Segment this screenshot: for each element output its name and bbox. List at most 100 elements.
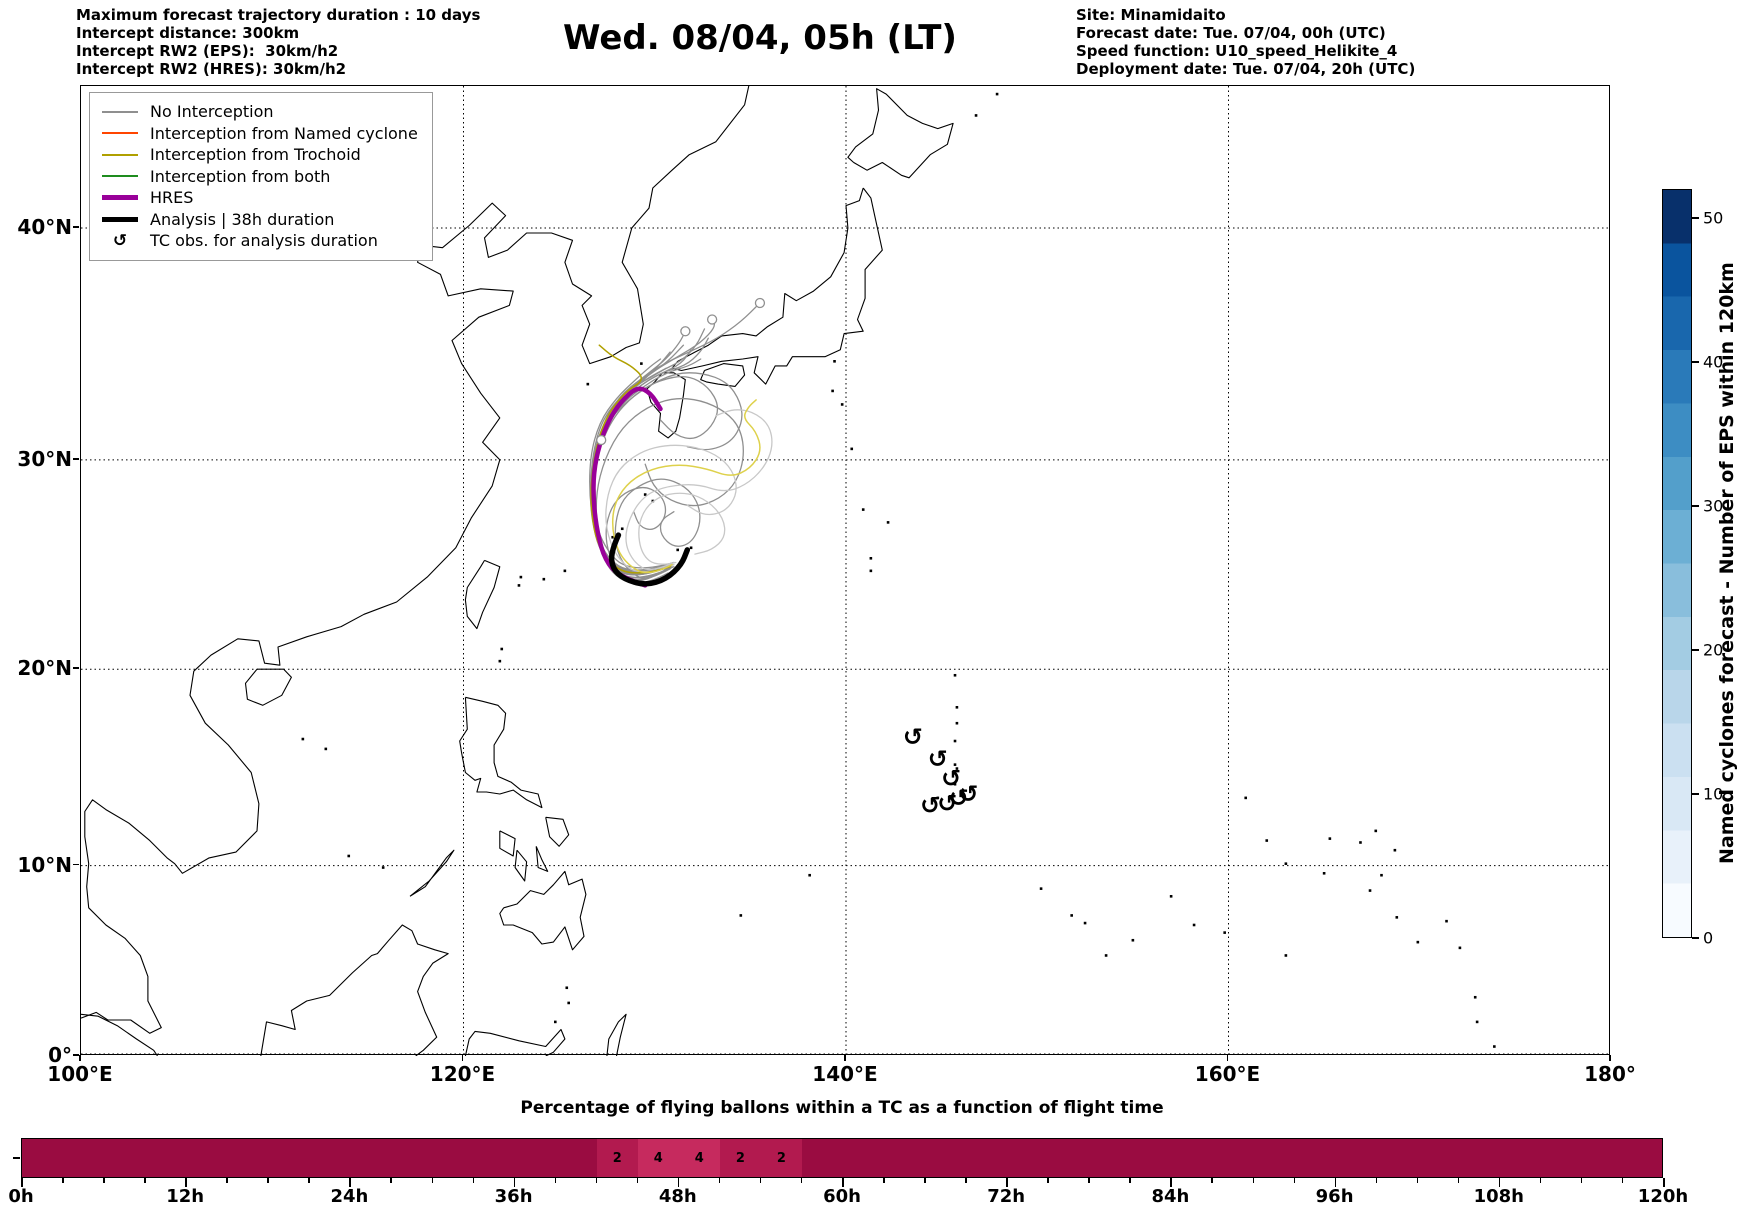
legend-item-label: Interception from both xyxy=(150,166,331,186)
latitude-tick-label: 40°N xyxy=(17,215,72,240)
coastline xyxy=(646,372,686,439)
island-dot xyxy=(936,796,940,800)
colorbar-tick xyxy=(1692,361,1699,363)
tc-obs-icon: ↺ xyxy=(941,764,961,792)
colorbar xyxy=(1662,189,1692,938)
coastline xyxy=(464,1028,566,1056)
strip-minor-tick xyxy=(390,1178,392,1183)
island-dot xyxy=(620,527,624,531)
strip-minor-tick xyxy=(883,1178,885,1183)
coastline xyxy=(514,849,528,882)
colorbar-tick-label: 10 xyxy=(1703,784,1724,804)
strip-minor-tick xyxy=(1375,1178,1378,1183)
island-dot xyxy=(1395,916,1399,919)
strip-segment: 4 xyxy=(678,1139,720,1177)
island-dot xyxy=(955,706,959,709)
island-dot xyxy=(676,548,679,552)
strip-minor-tick xyxy=(965,1178,967,1183)
latitude-tick xyxy=(73,226,79,228)
legend-item: Analysis | 38h duration xyxy=(102,209,418,231)
island-dot xyxy=(955,767,959,770)
strip-minor-tick xyxy=(1621,1178,1624,1183)
header-line: Site: Minamidaito xyxy=(1076,6,1226,24)
island-dot xyxy=(347,854,351,858)
legend-line-swatch xyxy=(102,195,138,201)
island-dot xyxy=(689,546,693,550)
island-dot xyxy=(586,382,590,386)
legend-item: ↺ TC obs. for analysis duration xyxy=(102,230,418,252)
strip-minor-tick xyxy=(554,1178,557,1183)
island-dot xyxy=(1070,914,1073,917)
coastline xyxy=(499,870,587,951)
island-dot xyxy=(1374,829,1378,833)
strip-minor-tick xyxy=(636,1178,639,1183)
island-dot xyxy=(886,521,890,524)
legend-line-swatch xyxy=(102,153,138,156)
latitude-tick xyxy=(73,667,79,669)
colorbar-tick-label: 40 xyxy=(1703,352,1724,372)
longitude-tick xyxy=(461,1055,464,1061)
strip-minor-tick xyxy=(431,1178,433,1183)
island-dot xyxy=(643,493,647,496)
coastline xyxy=(671,187,883,385)
coastline xyxy=(459,696,543,809)
latitude-tick xyxy=(73,458,79,460)
latitude-tick-label: 20°N xyxy=(17,656,72,681)
strip-chart-title: Percentage of flying ballons within a TC… xyxy=(520,1098,1164,1118)
strip-tick-label: 60h xyxy=(823,1186,861,1207)
strip-tick-label: 12h xyxy=(166,1186,205,1207)
longitude-tick xyxy=(1226,1055,1229,1061)
strip-minor-tick xyxy=(267,1178,269,1183)
legend-item-label: No Interception xyxy=(150,102,274,122)
trajectory-map: ↺↺↺↺↺↺↺ xyxy=(81,86,1611,1056)
legend-line-swatch xyxy=(102,110,138,113)
figure-title: Wed. 08/04, 05h (LT) xyxy=(563,18,957,58)
strip-minor-tick xyxy=(1416,1178,1419,1183)
header-line: Intercept RW2 (EPS): 30km/h2 xyxy=(76,42,339,60)
trajectory-no-interception xyxy=(605,444,737,573)
island-dot xyxy=(554,1020,557,1024)
island-dot xyxy=(953,782,957,786)
island-dot xyxy=(850,447,854,451)
colorbar-tick-label: 30 xyxy=(1703,496,1724,516)
island-dot xyxy=(1039,887,1043,890)
strip-minor-tick xyxy=(1457,1178,1460,1183)
strip-minor-tick xyxy=(924,1178,926,1183)
legend-line-swatch xyxy=(102,132,138,135)
longitude-tick-label: 120°E xyxy=(429,1062,496,1086)
island-dot xyxy=(953,673,957,677)
legend-item-label: Interception from Named cyclone xyxy=(150,123,418,143)
island-dot xyxy=(517,584,521,587)
island-dot xyxy=(1368,889,1372,892)
island-dot xyxy=(1265,839,1269,842)
header-left-block: Maximum forecast trajectory duration : 1… xyxy=(76,6,480,78)
strip-major-tick xyxy=(513,1178,516,1187)
island-dot xyxy=(953,763,957,766)
header-line: Intercept distance: 300km xyxy=(76,24,300,42)
island-dot xyxy=(1473,995,1477,999)
tc-obs-icon: ↺ xyxy=(937,790,957,818)
coastline xyxy=(499,830,516,857)
island-dot xyxy=(840,403,844,406)
strip-tick-label: 84h xyxy=(1151,1186,1190,1207)
island-dot xyxy=(1393,848,1397,852)
strip-major-tick xyxy=(21,1178,23,1187)
coastline xyxy=(535,846,549,872)
strip-minor-tick xyxy=(1252,1178,1254,1183)
island-dot xyxy=(861,508,865,511)
header-line: Maximum forecast trajectory duration : 1… xyxy=(76,6,481,24)
strip-major-tick xyxy=(1334,1178,1337,1187)
latitude-tick xyxy=(73,863,79,866)
latitude-tick-label: 0° xyxy=(48,1043,72,1067)
island-dot xyxy=(1192,923,1196,927)
island-dot xyxy=(1284,954,1288,957)
latitude-tick xyxy=(73,1054,79,1056)
island-dot xyxy=(1445,919,1448,923)
coastline xyxy=(409,849,455,897)
island-dot xyxy=(500,647,504,651)
strip-segment: 2 xyxy=(596,1139,638,1177)
legend-item: HRES xyxy=(102,187,418,209)
island-dot xyxy=(1169,895,1173,898)
